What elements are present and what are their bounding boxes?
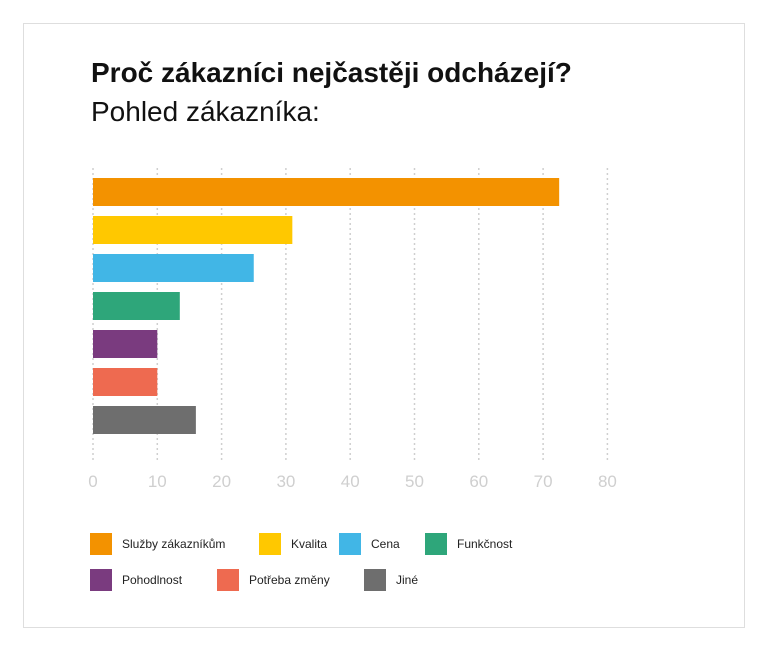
- x-tick-label: 10: [148, 472, 167, 491]
- legend-item: Cena: [339, 533, 400, 555]
- legend-swatch: [339, 533, 361, 555]
- legend-label: Potřeba změny: [249, 573, 330, 587]
- bar-6: [93, 368, 158, 396]
- chart-card: [23, 23, 745, 628]
- bar-5: [93, 330, 158, 358]
- bar-1: [93, 178, 560, 206]
- x-tick-label: 50: [405, 472, 424, 491]
- legend-swatch: [364, 569, 386, 591]
- legend-item: Funkčnost: [425, 533, 512, 555]
- x-tick-label: 40: [341, 472, 360, 491]
- x-tick-label: 80: [598, 472, 617, 491]
- legend-label: Funkčnost: [457, 537, 513, 551]
- chart-subtitle: Pohled zákazníka:: [91, 96, 320, 127]
- legend-swatch: [217, 569, 239, 591]
- bar-2: [93, 216, 293, 244]
- x-tick-label: 70: [534, 472, 553, 491]
- bar-4: [93, 292, 180, 320]
- x-tick-label: 0: [88, 472, 97, 491]
- legend-swatch: [259, 533, 281, 555]
- legend-label: Služby zákazníkům: [122, 537, 226, 551]
- chart-title: Proč zákazníci nejčastěji odcházejí?: [91, 57, 572, 88]
- bar-3: [93, 254, 254, 282]
- x-tick-label: 30: [276, 472, 295, 491]
- legend-item: Potřeba změny: [217, 569, 330, 591]
- x-tick-label: 20: [212, 472, 231, 491]
- legend-label: Kvalita: [291, 537, 328, 551]
- legend-swatch: [90, 533, 112, 555]
- legend-item: Pohodlnost: [90, 569, 182, 591]
- legend-item: Služby zákazníkům: [90, 533, 225, 555]
- legend-item: Kvalita: [259, 533, 327, 555]
- legend-label: Pohodlnost: [122, 573, 183, 587]
- bar-7: [93, 406, 196, 434]
- legend-item: Jiné: [364, 569, 418, 591]
- legend-swatch: [90, 569, 112, 591]
- legend-swatch: [425, 533, 447, 555]
- legend-label: Jiné: [396, 573, 419, 587]
- x-tick-label: 60: [469, 472, 488, 491]
- legend-label: Cena: [371, 537, 400, 551]
